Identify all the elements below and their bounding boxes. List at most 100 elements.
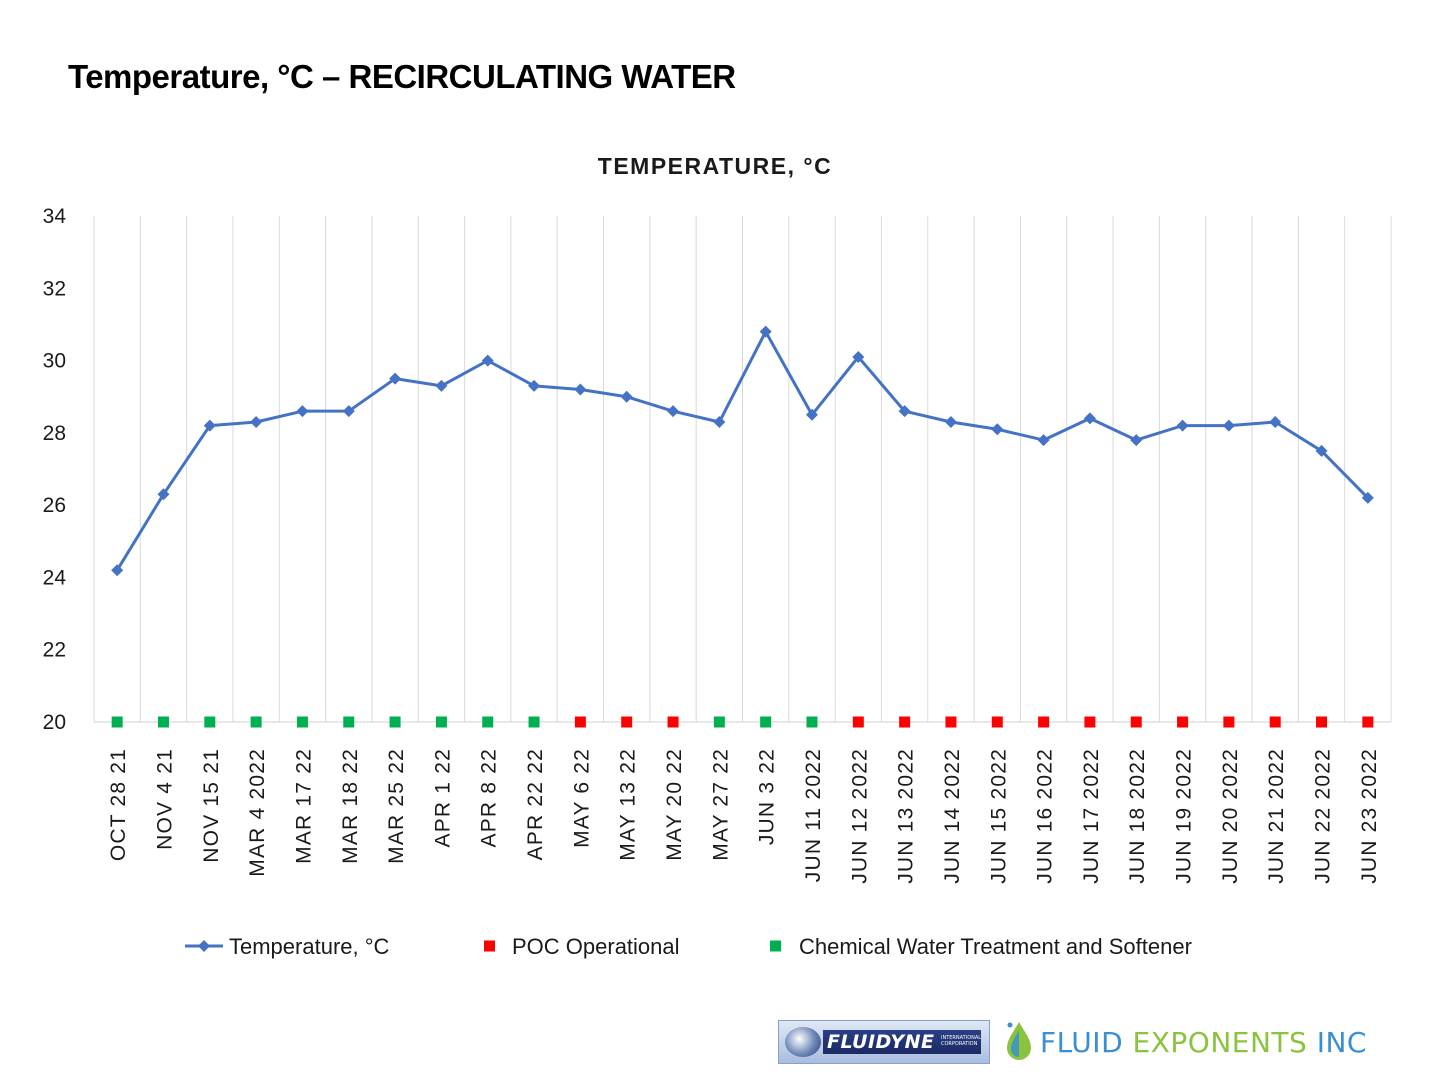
fluidyne-name: FLUIDYNE (827, 1031, 935, 1053)
chemical-treatment-point (157, 716, 169, 728)
poc-operational-point (1316, 716, 1328, 728)
x-tick-label: APR 22 22 (524, 748, 547, 860)
chemical-treatment-point (528, 716, 540, 728)
temperature-point (1176, 419, 1189, 432)
x-tick-label: JUN 16 2022 (1034, 748, 1057, 884)
x-tick-label: MAR 18 22 (339, 748, 362, 864)
x-tick-label: JUN 12 2022 (848, 748, 871, 884)
temperature-point (574, 383, 587, 396)
temperature-point (1315, 444, 1328, 457)
poc-operational-point (1038, 716, 1050, 728)
y-axis: 20 22 24 26 28 30 32 34 (43, 205, 67, 734)
chemical-treatment-point (204, 716, 216, 728)
fluid-exponents-logo: FLUID EXPONENTS INC (1040, 1026, 1367, 1059)
chemical-treatment-point (389, 716, 401, 728)
fluidyne-subtitle: INTERNATIONAL CORPORATION (941, 1035, 982, 1047)
y-tick-label: 20 (43, 711, 66, 734)
x-tick-label: JUN 20 2022 (1219, 748, 1242, 884)
legend: Temperature, °C POC Operational Chemical W… (185, 934, 1192, 959)
x-tick-label: NOV 15 21 (200, 748, 223, 863)
legend-label-temperature: Temperature, °C (229, 934, 390, 959)
temperature-point (389, 372, 402, 385)
legend-poc-marker (484, 940, 495, 952)
temperature-point (1361, 491, 1374, 504)
poc-operational-point (991, 716, 1003, 728)
page-title: Temperature, °C – RECIRCULATING WATER (68, 58, 736, 95)
x-tick-label: JUN 21 2022 (1265, 748, 1288, 884)
temperature-point (667, 405, 680, 418)
temperature-point (852, 350, 865, 363)
poc-operational-point (945, 716, 957, 728)
chemical-treatment-point (250, 716, 262, 728)
chemical-treatment-point (343, 716, 355, 728)
legend-temperature-marker (198, 940, 210, 952)
poc-operational-point (1177, 716, 1189, 728)
poc-operational-point (1084, 716, 1096, 728)
temperature-point (1037, 434, 1050, 447)
temperature-chart: TEMPERATURE, °C 20 22 24 26 28 30 32 34 OCT 28 … (43, 153, 1392, 959)
poc-operational-point (574, 716, 586, 728)
x-axis: OCT 28 21 NOV 4 21 NOV 15 21 MAR 4 2022 MAR … (107, 748, 1381, 884)
temperature-point (1269, 416, 1282, 429)
x-tick-label: JUN 17 2022 (1080, 748, 1103, 884)
temperature-point (805, 408, 818, 421)
temperature-point (157, 488, 170, 501)
poc-operational-point (1130, 716, 1142, 728)
poc-operational-point (852, 716, 864, 728)
temperature-point (296, 405, 309, 418)
temperature-point (1130, 434, 1143, 447)
fluidyne-logo: FLUIDYNE INTERNATIONAL CORPORATION (778, 1020, 990, 1064)
chemical-treatment-point (482, 716, 494, 728)
grid-lines (93, 216, 1392, 723)
x-tick-label: MAY 6 22 (570, 748, 593, 848)
poc-operational-point (667, 716, 679, 728)
x-tick-label: JUN 18 2022 (1126, 748, 1149, 884)
x-tick-label: MAR 17 22 (292, 748, 315, 864)
y-tick-label: 34 (43, 205, 67, 228)
y-tick-label: 28 (43, 422, 66, 445)
x-tick-label: JUN 19 2022 (1173, 748, 1196, 884)
chemical-treatment-point (806, 716, 818, 728)
y-tick-label: 26 (43, 494, 66, 517)
temperature-point (759, 325, 772, 338)
x-tick-label: JUN 22 2022 (1312, 748, 1335, 884)
temperature-line (115, 330, 1369, 571)
x-tick-label: APR 1 22 (431, 748, 454, 848)
poc-operational-point (899, 716, 911, 728)
temperature-point (991, 423, 1004, 436)
chemical-treatment-point (713, 716, 725, 728)
poc-operational-point (621, 716, 633, 728)
temperature-point (435, 379, 448, 392)
temperature-point (528, 379, 541, 392)
temperature-point (1222, 419, 1235, 432)
poc-operational-point (1269, 716, 1281, 728)
chemical-treatment-point (111, 716, 123, 728)
x-tick-label: JUN 15 2022 (987, 748, 1010, 884)
y-tick-label: 22 (43, 639, 66, 662)
chemical-treatment-point (435, 716, 447, 728)
droplet-icon (1007, 1022, 1031, 1060)
x-tick-label: JUN 13 2022 (895, 748, 918, 884)
x-tick-label: JUN 14 2022 (941, 748, 964, 884)
temperature-point (944, 416, 957, 429)
temperature-point (111, 564, 124, 577)
chart-title: TEMPERATURE, °C (598, 153, 832, 179)
y-tick-label: 24 (43, 566, 67, 589)
x-tick-label: JUN 3 22 (756, 748, 779, 845)
temperature-point (250, 416, 263, 429)
chemical-treatment-point (296, 716, 308, 728)
x-tick-label: MAY 27 22 (709, 748, 732, 861)
legend-label-poc: POC Operational (512, 934, 680, 959)
legend-chemical-marker (770, 940, 781, 952)
temperature-point (203, 419, 216, 432)
temperature-point (898, 405, 911, 418)
temperature-point (1083, 412, 1096, 425)
x-tick-label: NOV 4 21 (153, 748, 176, 850)
x-tick-label: JUN 11 2022 (802, 748, 825, 882)
x-tick-label: MAR 25 22 (385, 748, 408, 864)
y-tick-label: 30 (43, 350, 66, 373)
temperature-point (342, 405, 355, 418)
x-tick-label: OCT 28 21 (107, 748, 130, 861)
footer-logos: FLUIDYNE INTERNATIONAL CORPORATION FLUID … (778, 1018, 1430, 1066)
chemical-treatment-point (760, 716, 772, 728)
